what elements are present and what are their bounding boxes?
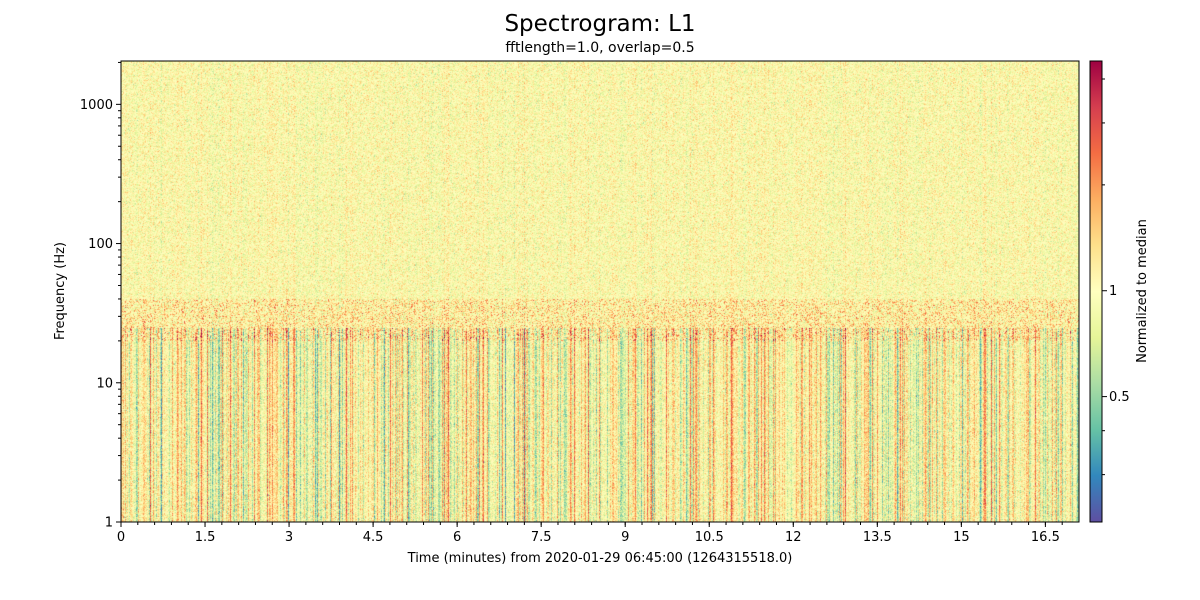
x-tick-label: 6 xyxy=(453,530,461,545)
x-tick-label: 1.5 xyxy=(195,530,216,545)
x-tick-label: 7.5 xyxy=(531,530,552,545)
x-tick-label: 0 xyxy=(117,530,125,545)
chart-subtitle: fftlength=1.0, overlap=0.5 xyxy=(505,40,694,56)
x-tick-label: 16.5 xyxy=(1031,530,1060,545)
heatmap-image xyxy=(121,61,1079,522)
y-tick-label: 10 xyxy=(96,376,113,391)
x-tick-label: 9 xyxy=(621,530,629,545)
x-tick-label: 13.5 xyxy=(863,530,892,545)
chart-title: Spectrogram: L1 xyxy=(504,11,695,37)
colorbar xyxy=(1089,60,1103,523)
y-tick-label: 1000 xyxy=(80,98,113,113)
plot-frame xyxy=(120,60,1080,523)
colorbar-label: Normalized to median xyxy=(1135,219,1150,363)
colorbar-tick-label: 0.5 xyxy=(1109,390,1130,405)
colorbar-tick-label: 1 xyxy=(1109,284,1117,299)
x-tick-label: 10.5 xyxy=(695,530,724,545)
x-tick-label: 4.5 xyxy=(363,530,384,545)
x-tick-label: 12 xyxy=(785,530,802,545)
x-tick-label: 15 xyxy=(953,530,970,545)
x-tick-label: 3 xyxy=(285,530,293,545)
y-tick-label: 100 xyxy=(88,237,113,252)
y-axis: 1 10 100 1000 xyxy=(80,61,121,531)
x-axis: 0 1.5 3 4.5 6 7.5 9 10.5 12 13.5 15 16.5 xyxy=(117,522,1063,545)
y-tick-label: 1 xyxy=(105,516,113,531)
colorbar-axis: 0.51 xyxy=(1102,78,1130,476)
spectrogram-heatmap xyxy=(121,61,1079,522)
x-axis-label: Time (minutes) from 2020-01-29 06:45:00 … xyxy=(407,551,793,566)
y-axis-label: Frequency (Hz) xyxy=(53,242,68,340)
